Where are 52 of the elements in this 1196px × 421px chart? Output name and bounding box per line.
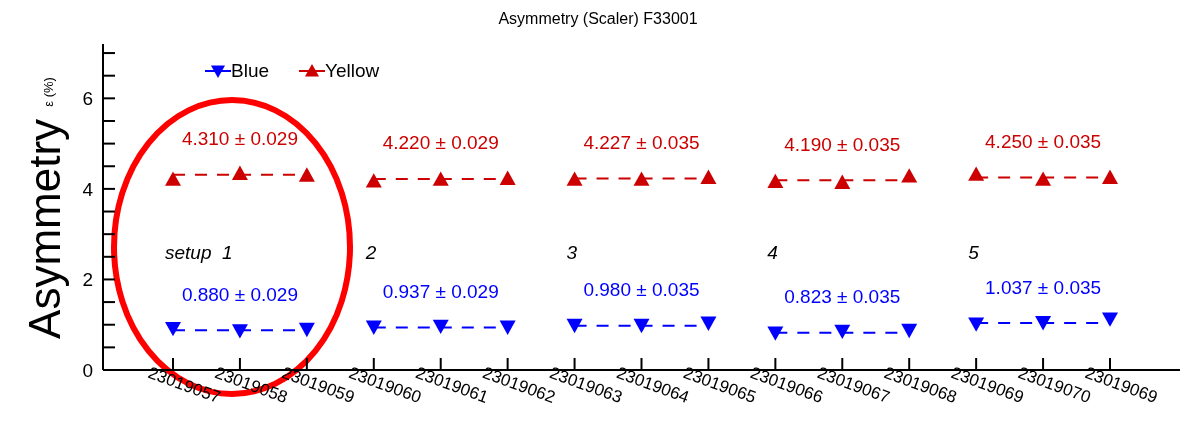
point: [767, 173, 784, 189]
data-label: 0.880 ± 0.029: [181, 283, 298, 305]
data-label: 0.823 ± 0.035: [784, 286, 901, 308]
data-label: 1.037 ± 0.035: [985, 276, 1102, 298]
point: [566, 171, 583, 186]
data-label: 4.310 ± 0.029: [181, 128, 298, 150]
point: [365, 173, 382, 188]
y-tick-label: 2: [82, 269, 93, 291]
annotation: 2: [365, 241, 377, 264]
annotation: setup 1: [165, 241, 233, 264]
legend-label: Blue: [231, 60, 270, 82]
point: [901, 323, 918, 339]
annotation: 4: [767, 241, 778, 264]
y-tick-label: 4: [82, 178, 94, 200]
annotation: 5: [968, 241, 979, 264]
point: [566, 318, 583, 334]
point: [633, 171, 650, 186]
data-label: 4.227 ± 0.035: [583, 132, 700, 154]
point: [298, 167, 315, 182]
point: [432, 319, 449, 335]
data-label: 0.937 ± 0.029: [382, 281, 499, 303]
point: [365, 320, 382, 335]
chart-title: Asymmetry (Scaler) F33001: [497, 10, 699, 28]
point: [968, 317, 985, 332]
point: [700, 316, 717, 331]
point: [165, 321, 181, 337]
point: [968, 166, 985, 181]
point: [231, 165, 248, 180]
point: [767, 326, 784, 341]
data-label: 4.190 ± 0.035: [784, 133, 901, 155]
data-label: 4.220 ± 0.029: [382, 132, 499, 154]
point: [231, 324, 248, 339]
legend-label: Yellow: [325, 60, 380, 82]
point: [165, 171, 181, 186]
data-label: 0.980 ± 0.035: [583, 279, 700, 301]
point: [298, 322, 315, 338]
point: [499, 170, 516, 185]
point: [1035, 171, 1052, 186]
point: [901, 168, 918, 183]
annotation: 3: [566, 241, 578, 264]
point: [834, 174, 851, 189]
point: [499, 320, 516, 335]
point: [1102, 169, 1118, 184]
point: [633, 318, 650, 334]
y-tick-label: 0: [82, 359, 93, 381]
y-tick-label: 6: [82, 88, 93, 110]
point: [834, 324, 851, 340]
point: [1035, 316, 1052, 331]
point: [1102, 312, 1118, 327]
data-label: 4.250 ± 0.035: [985, 131, 1102, 153]
point: [700, 169, 717, 184]
point: [432, 171, 449, 186]
